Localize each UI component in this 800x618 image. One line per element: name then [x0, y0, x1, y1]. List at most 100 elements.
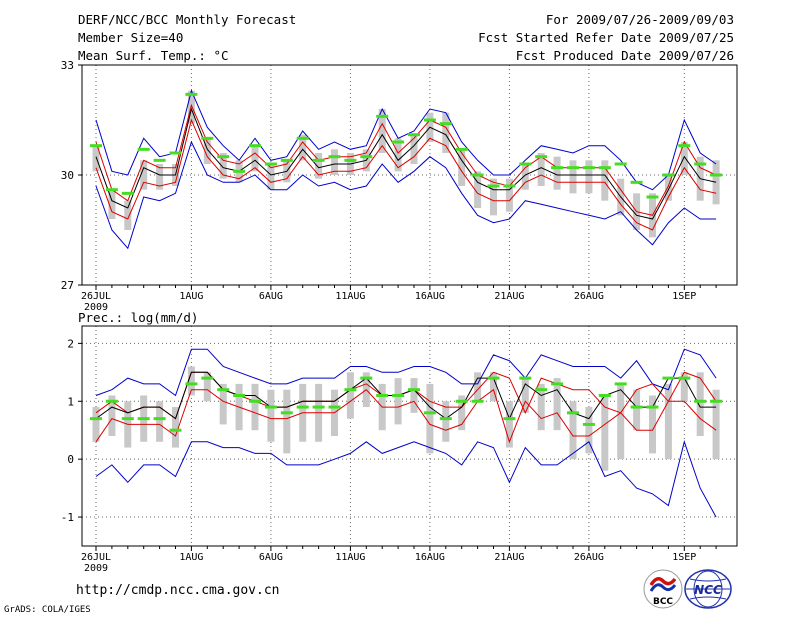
prec-spread-bar [267, 389, 275, 442]
svg-text:NCC: NCC [694, 583, 722, 597]
prec-spread-bar [283, 389, 291, 454]
temp-series-upper [95, 103, 717, 216]
bcc-logo-icon: BCC [643, 569, 683, 609]
prec-xtick-label: 1SEP [672, 552, 696, 563]
prec-spread-bar [537, 383, 545, 431]
prec-spread-bar [474, 372, 482, 402]
temp-spread-bar [680, 142, 688, 175]
temp-spread-bar [394, 138, 402, 172]
prec-spread-bar [156, 401, 164, 442]
forecast-produced-date: Fcst Produced Date 2009/07/26 [515, 48, 734, 63]
prec-spread-bar [172, 407, 179, 448]
chart-title: DERF/NCC/BCC Monthly Forecast [78, 12, 297, 27]
temp-xtick-label: 26JUL [81, 291, 111, 302]
temp-spread-bar [585, 160, 593, 194]
prec-spread-bar [187, 366, 195, 396]
member-size-label: Member Size=40 [78, 30, 184, 45]
temp-spread-bar [378, 109, 386, 153]
prec-xtick-label: 6AUG [259, 552, 283, 563]
prec-spread-bar [569, 401, 577, 460]
temp-ytick-label: 33 [61, 59, 74, 72]
prec-spread-bar [394, 378, 402, 425]
temp-spread-bar [140, 160, 148, 190]
prec-spread-bar [251, 383, 259, 431]
temp-spread-bar [331, 149, 338, 175]
prec-spread-bar [712, 389, 720, 460]
temp-spread-bar [521, 164, 529, 190]
temp-spread-bar [124, 200, 132, 230]
prec-spread-bar [680, 372, 688, 402]
temp-xtick-label: 26AUG [574, 291, 604, 302]
prec-year-label: 2009 [84, 563, 108, 574]
prec-spread-bar [426, 383, 434, 454]
forecast-start-date: Fcst Started Refer Date 2009/07/25 [478, 30, 734, 45]
temp-spread-bar [108, 189, 116, 219]
prec-spread-bar [696, 372, 704, 436]
prec-series-lower [95, 388, 717, 444]
temp-spread-bar [219, 153, 227, 179]
prec-ytick-label: -1 [61, 511, 74, 524]
temp-xtick-label: 21AUG [494, 291, 524, 302]
temp-spread-bar [251, 145, 259, 172]
forecast-period: For 2009/07/26-2009/09/03 [545, 12, 734, 27]
temp-spread-bar [490, 178, 497, 216]
prec-spread-bar [108, 395, 116, 436]
prec-xtick-label: 26AUG [574, 552, 604, 563]
prec-spread-bar [442, 401, 450, 442]
prec-spread-bar [92, 407, 100, 442]
prec-series-max [95, 348, 717, 397]
prec-xtick-label: 11AUG [335, 552, 365, 563]
footer-url[interactable]: http://cmdp.ncc.cma.gov.cn [76, 583, 280, 598]
prec-spread-bar [553, 378, 561, 431]
prec-ytick-label: 2 [67, 337, 74, 350]
prec-spread-bar [346, 372, 354, 419]
temp-spread-bar [203, 138, 211, 164]
temp-spread-bar [664, 175, 672, 201]
temp-spread-bar [267, 164, 275, 190]
temp-series-lower [95, 118, 717, 231]
temp-spread-bar [505, 178, 513, 212]
ncc-logo-icon: NCC [684, 569, 732, 609]
temp-ytick-label: 27 [61, 279, 74, 292]
temp-spread-bar [553, 156, 561, 190]
prec-spread-bar [458, 395, 466, 431]
prec-ytick-label: 1 [67, 395, 74, 408]
prec-panel: -1 0 1 2 26JUL 1AUG 6AUG 11AUG 16AUG 21AUG 26AUG 1S… [61, 325, 738, 574]
temp-xtick-label: 11AUG [335, 291, 365, 302]
prec-series-min [95, 440, 717, 518]
prec-xtick-label: 26JUL [81, 552, 111, 563]
prec-spread-bar [410, 378, 418, 413]
temp-spread-bar [474, 171, 482, 208]
temp-spread-bar [458, 149, 466, 186]
precipitation-variable-label: Prec.: log(mm/d) [78, 310, 199, 325]
temp-panel: 27 30 33 26JUL 1AUG 6AUG 11AUG 16AUG 21AUG 26AUG 1… [61, 59, 738, 313]
temp-year-label: 2009 [84, 302, 108, 313]
prec-spread-bar [633, 389, 641, 431]
prec-series-mean [95, 371, 717, 420]
temp-series-mean [95, 107, 717, 220]
grads-credit: GrADS: COLA/IGES [4, 605, 91, 615]
svg-text:BCC: BCC [653, 597, 673, 607]
temp-spread-bar [92, 145, 100, 172]
temp-spread-bar [410, 134, 418, 164]
temp-spread-bar [156, 164, 164, 190]
temp-xtick-label: 1AUG [179, 291, 203, 302]
prec-xtick-label: 16AUG [415, 552, 445, 563]
prec-ytick-label: 0 [67, 453, 74, 466]
prec-spread-bar [585, 407, 593, 454]
prec-spread-bar [219, 383, 227, 425]
temp-spread-bar [442, 112, 450, 153]
temp-spread-bar [315, 153, 323, 179]
temp-xtick-label: 6AUG [259, 291, 283, 302]
prec-spread-bar [649, 395, 656, 454]
prec-spread-bar [617, 383, 625, 460]
prec-spread-bar [664, 383, 672, 460]
prec-spread-bar [203, 372, 211, 402]
temp-xtick-label: 16AUG [415, 291, 445, 302]
temp-series-max [95, 89, 717, 191]
temp-spread-bar [569, 160, 577, 194]
prec-xtick-label: 21AUG [494, 552, 524, 563]
prec-frame [81, 325, 738, 547]
prec-xtick-label: 1AUG [179, 552, 203, 563]
